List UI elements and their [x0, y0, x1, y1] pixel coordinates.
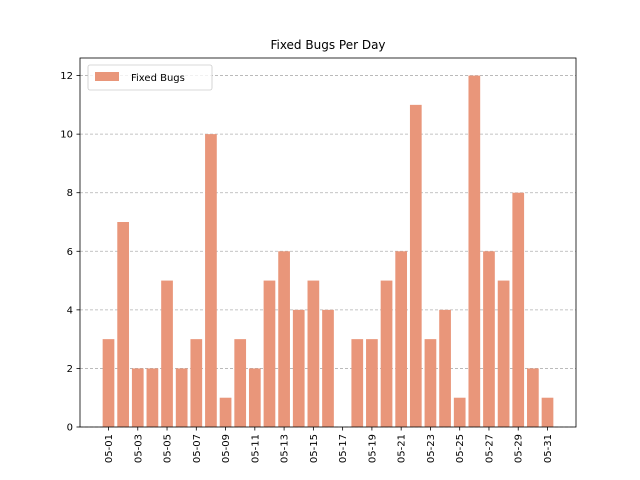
bar-05-06 — [175, 368, 188, 427]
x-tick-label: 05-25 — [455, 434, 466, 463]
legend-swatch — [95, 72, 119, 81]
bar-05-27 — [483, 251, 495, 427]
legend-label: Fixed Bugs — [131, 73, 185, 84]
bar-05-01 — [102, 339, 115, 427]
x-tick-label: 05-05 — [163, 434, 174, 463]
y-tick-label: 0 — [67, 423, 73, 434]
y-tick-label: 2 — [67, 364, 73, 375]
x-tick-label: 05-27 — [484, 434, 495, 463]
x-tick-label: 05-15 — [309, 434, 320, 463]
plot-frame — [79, 57, 577, 428]
bar-05-15 — [307, 280, 320, 427]
bars — [102, 75, 554, 428]
chart-title: Fixed Bugs Per Day — [270, 38, 385, 52]
x-axis-ticks: 05-01 05-03 05-05 05-07 05-09 05-11 05-13 05-15… — [104, 427, 554, 463]
bar-05-23 — [424, 339, 437, 427]
bar-05-09 — [219, 397, 232, 427]
x-tick-label: 05-07 — [192, 434, 203, 463]
bar-05-16 — [322, 309, 334, 427]
x-tick-label: 05-19 — [367, 434, 378, 463]
bar-05-04 — [146, 368, 159, 427]
bar-05-24 — [439, 309, 451, 427]
bar-05-20 — [380, 280, 393, 427]
x-tick-label: 05-21 — [397, 434, 408, 463]
y-tick-label: 12 — [60, 71, 73, 82]
x-tick-label: 05-09 — [221, 434, 232, 463]
bar-05-03 — [131, 368, 144, 427]
bar-05-22 — [409, 104, 422, 427]
y-axis-ticks: 0 2 4 6 8 10 12 — [60, 71, 80, 434]
bar-05-29 — [512, 192, 525, 427]
x-tick-label: 05-31 — [543, 434, 554, 463]
bar-05-31 — [541, 397, 554, 427]
bar-05-07 — [190, 339, 203, 427]
x-tick-label: 05-17 — [338, 434, 349, 463]
legend-box — [87, 64, 213, 91]
x-tick-label: 05-11 — [250, 434, 261, 463]
y-tick-label: 8 — [67, 188, 73, 199]
x-tick-label: 05-01 — [104, 434, 115, 463]
bar-05-08 — [205, 134, 217, 427]
y-tick-label: 6 — [67, 247, 73, 258]
bar-05-02 — [117, 222, 129, 427]
bar-05-26 — [468, 75, 481, 428]
bar-05-13 — [278, 251, 290, 427]
bar-05-19 — [366, 339, 378, 427]
bar-05-30 — [527, 368, 539, 427]
bar-05-14 — [292, 309, 305, 427]
bar-05-10 — [234, 339, 247, 427]
bar-05-25 — [453, 397, 466, 427]
bar-05-05 — [161, 280, 173, 427]
bar-05-21 — [395, 251, 408, 427]
x-tick-label: 05-23 — [426, 434, 437, 463]
x-tick-label: 05-03 — [133, 434, 144, 463]
y-tick-label: 10 — [60, 130, 73, 141]
y-tick-label: 4 — [67, 305, 73, 316]
bar-05-18 — [351, 339, 364, 427]
bar-05-11 — [248, 368, 261, 427]
bar-05-28 — [497, 280, 510, 427]
legend: Fixed Bugs — [87, 64, 213, 91]
x-tick-label: 05-13 — [280, 434, 291, 463]
bar-05-12 — [263, 280, 276, 427]
x-tick-label: 05-29 — [514, 434, 525, 463]
